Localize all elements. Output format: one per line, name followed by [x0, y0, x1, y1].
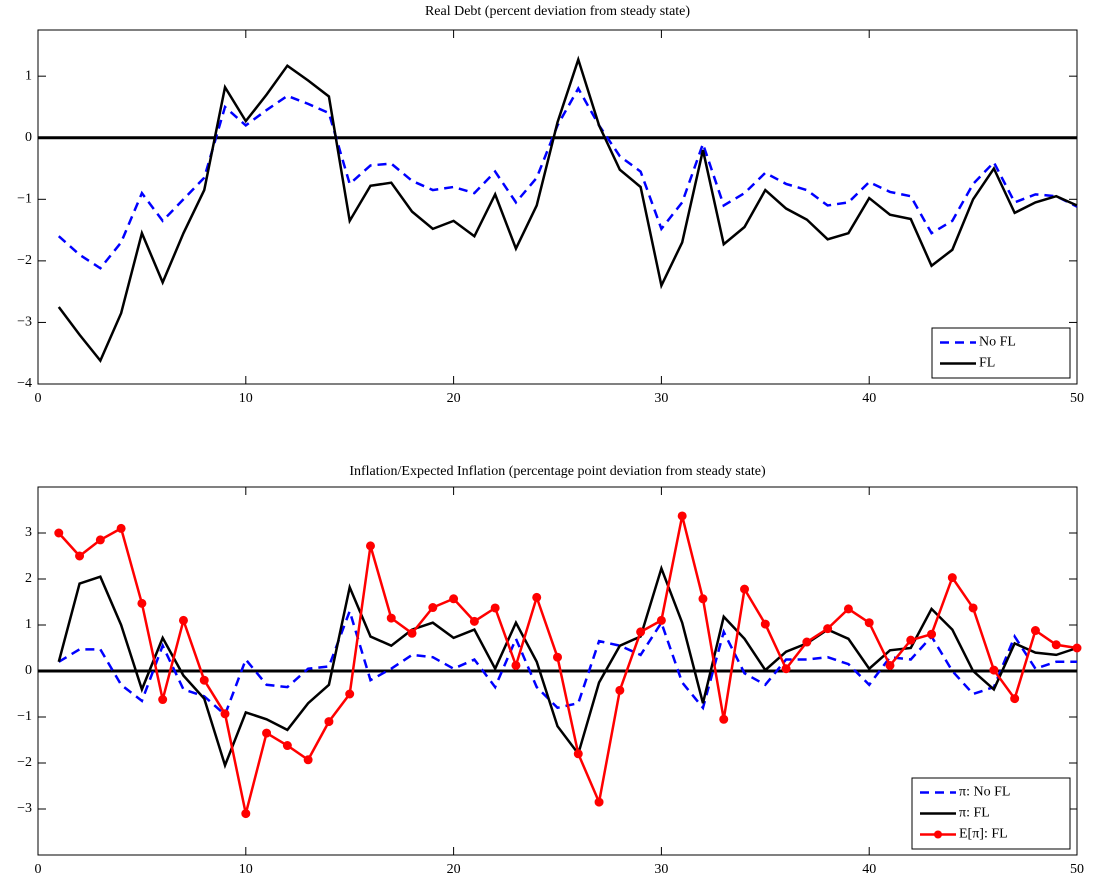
point — [656, 615, 666, 625]
point — [594, 797, 604, 807]
point — [511, 660, 521, 670]
point — [1030, 626, 1040, 636]
legend-label: E[π]: FL — [959, 827, 1008, 842]
point — [864, 618, 874, 628]
point — [75, 551, 85, 561]
x-tick-label: 0 — [35, 391, 42, 406]
point — [760, 619, 770, 629]
y-tick-label: 1 — [25, 617, 32, 632]
point — [490, 603, 500, 613]
y-tick-label: −1 — [17, 192, 32, 207]
series-line — [57, 564, 1078, 770]
point — [636, 627, 646, 637]
x-tick-label: 30 — [654, 391, 668, 406]
y-tick-label: −4 — [17, 376, 32, 391]
legend-label: No FL — [979, 335, 1016, 350]
x-tick-label: 50 — [1070, 862, 1084, 873]
y-tick-label: 1 — [25, 68, 32, 83]
point — [573, 749, 583, 759]
point — [428, 603, 438, 613]
x-tick-label: 50 — [1070, 391, 1084, 406]
x-tick-label: 20 — [447, 391, 461, 406]
y-tick-label: −3 — [17, 315, 32, 330]
point — [386, 613, 396, 623]
point — [95, 535, 105, 545]
chart-title: Real Debt (percent deviation from steady… — [425, 4, 690, 19]
point — [1072, 643, 1082, 653]
y-tick-label: 0 — [25, 130, 32, 145]
point — [178, 615, 188, 625]
point — [449, 594, 459, 604]
point — [262, 728, 272, 738]
plot-area — [37, 29, 1078, 385]
point — [906, 635, 916, 645]
point — [469, 616, 479, 626]
point — [802, 637, 812, 647]
point — [968, 603, 978, 613]
point — [719, 714, 729, 724]
y-tick-label: −2 — [17, 253, 32, 268]
x-tick-label: 40 — [862, 391, 876, 406]
point — [843, 604, 853, 614]
point — [677, 511, 687, 521]
point — [532, 592, 542, 602]
point — [781, 664, 791, 674]
y-tick-label: 0 — [25, 663, 32, 678]
point — [885, 660, 895, 670]
point — [947, 573, 957, 583]
point — [116, 523, 126, 533]
chart-title: Inflation/Expected Inflation (percentage… — [349, 464, 766, 479]
point — [1010, 694, 1020, 704]
y-tick-label: −2 — [17, 755, 32, 770]
point — [158, 695, 168, 705]
point — [927, 629, 937, 639]
x-tick-label: 10 — [239, 391, 253, 406]
legend-box — [931, 327, 1071, 379]
x-tick-label: 20 — [447, 862, 461, 873]
point — [241, 809, 251, 819]
legend-label: π: FL — [959, 806, 990, 821]
x-tick-label: 10 — [239, 862, 253, 873]
point — [823, 624, 833, 634]
legend-label: π: No FL — [959, 785, 1010, 800]
point — [365, 541, 375, 551]
y-tick-label: 3 — [25, 525, 32, 540]
point — [345, 689, 355, 699]
point — [324, 717, 334, 727]
y-tick-label: 2 — [25, 571, 32, 586]
series-line — [57, 55, 1078, 363]
point — [407, 628, 417, 638]
series-line — [57, 515, 1078, 814]
point — [1051, 640, 1061, 650]
point — [698, 594, 708, 604]
legend-label: FL — [979, 356, 995, 371]
point — [989, 665, 999, 675]
point — [199, 675, 209, 685]
legend-marker — [934, 830, 942, 839]
point — [553, 652, 562, 662]
point — [54, 528, 64, 538]
series-line — [57, 85, 1078, 270]
point — [282, 741, 292, 751]
point — [740, 584, 750, 594]
point — [615, 685, 625, 695]
point — [137, 598, 147, 608]
y-tick-label: −3 — [17, 801, 32, 816]
x-tick-label: 0 — [35, 862, 42, 873]
x-tick-label: 40 — [862, 862, 876, 873]
x-tick-label: 30 — [654, 862, 668, 873]
point — [303, 755, 313, 765]
point — [220, 709, 230, 719]
y-tick-label: −1 — [17, 709, 32, 724]
